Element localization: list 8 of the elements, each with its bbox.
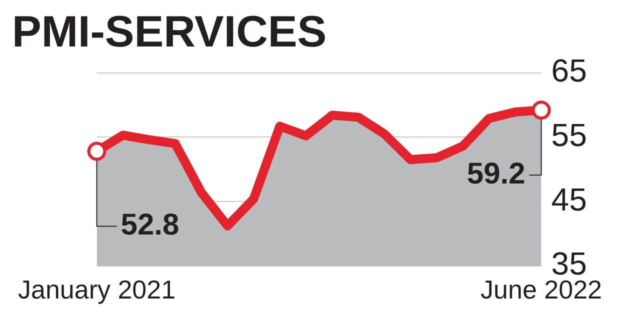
y-tick-label: 65 xyxy=(551,52,587,89)
y-tick-label: 55 xyxy=(551,116,587,153)
annotation: 59.2 xyxy=(466,157,526,190)
annotation: 52.8 xyxy=(120,208,180,242)
chart-title: PMI-SERVICES xyxy=(12,8,327,57)
x-tick-label: June 2022 xyxy=(480,274,602,305)
x-tick-label: January 2021 xyxy=(18,274,176,305)
y-tick-label: 45 xyxy=(551,181,587,218)
